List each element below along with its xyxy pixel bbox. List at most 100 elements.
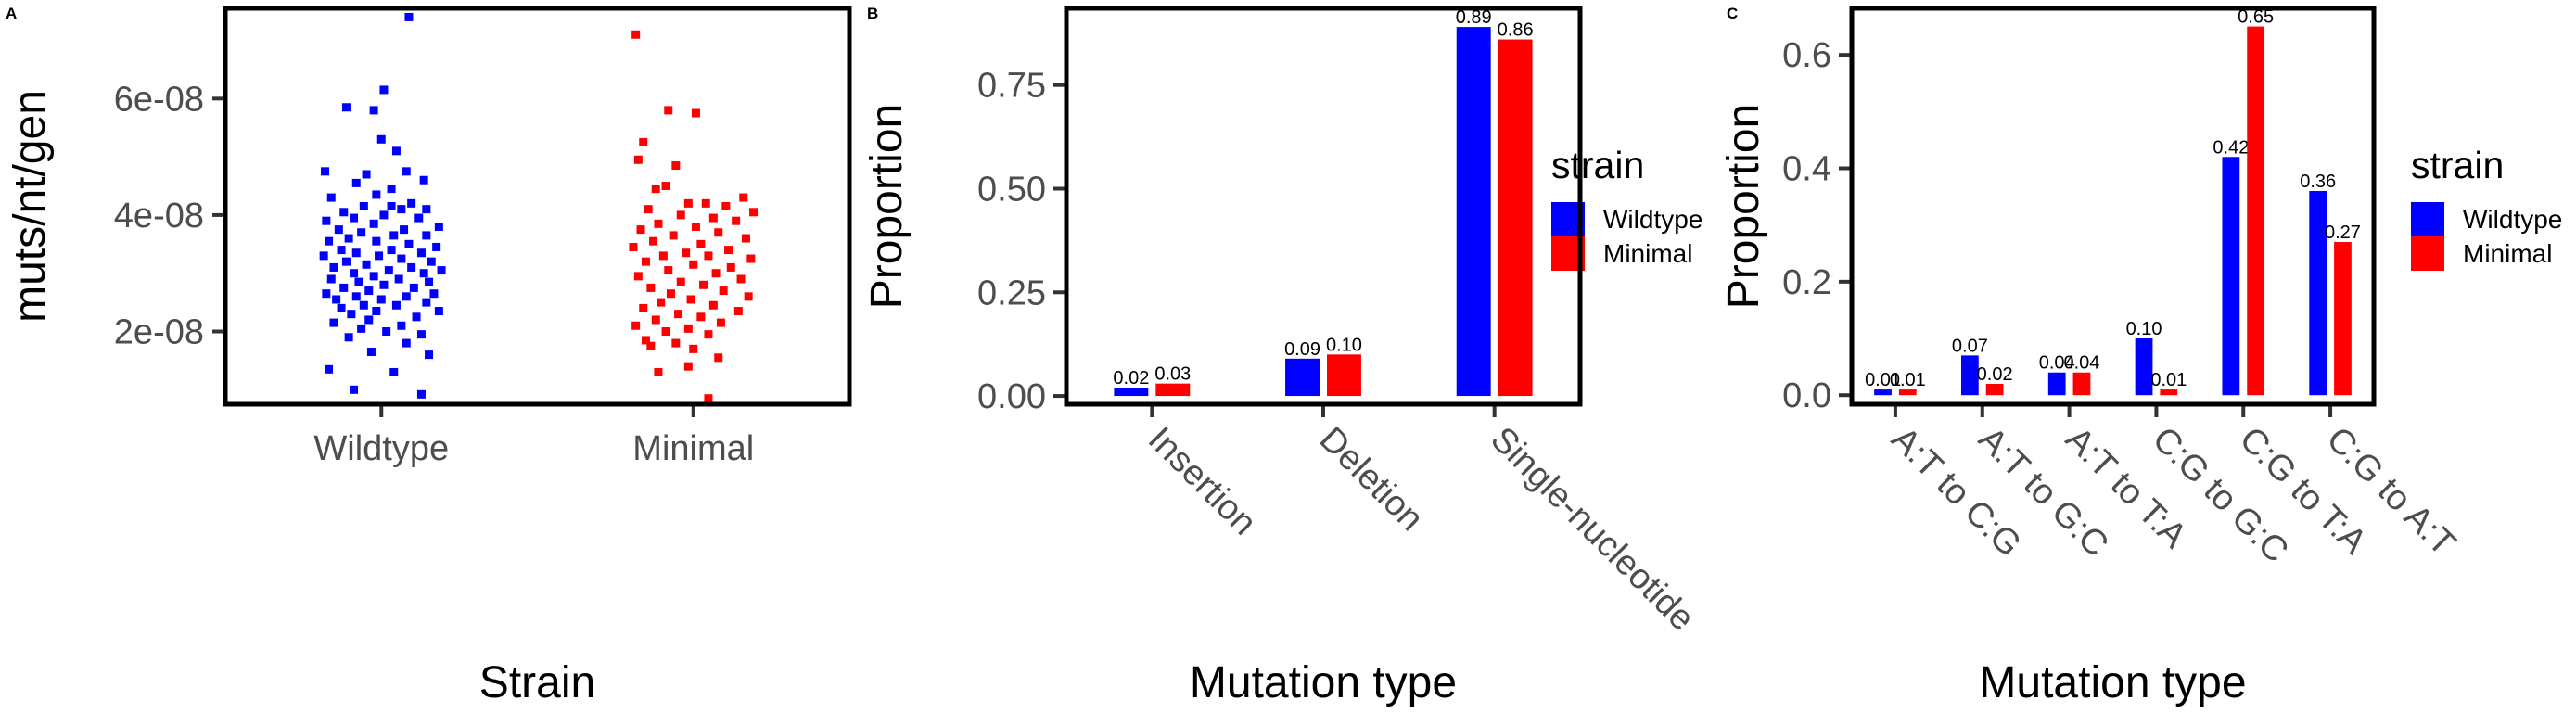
- scatter-point: [422, 231, 431, 240]
- scatter-point: [422, 298, 431, 307]
- scatter-point: [357, 228, 366, 237]
- bar: [1960, 355, 1979, 396]
- scatter-point: [664, 106, 673, 115]
- scatter-point: [437, 266, 446, 275]
- scatter-point: [674, 310, 683, 319]
- scatter-point: [321, 167, 329, 176]
- scatter-point: [325, 364, 334, 374]
- scatter-point: [354, 277, 363, 286]
- bar: [2334, 242, 2352, 396]
- scatter-point: [407, 198, 416, 208]
- bar-value-label: 0.02: [1113, 368, 1149, 388]
- y-tick-label: 0.75: [977, 67, 1046, 106]
- scatter-point: [724, 246, 733, 255]
- scatter-point: [347, 310, 356, 319]
- scatter-point: [407, 262, 416, 272]
- scatter-point: [416, 248, 426, 258]
- scatter-point: [716, 318, 725, 327]
- scatter-point: [689, 344, 698, 353]
- scatter-point: [726, 262, 735, 272]
- legend-title: strain: [1551, 144, 1644, 186]
- scatter-point: [409, 283, 418, 292]
- scatter-point: [359, 202, 368, 210]
- legend-label: Minimal: [1603, 239, 1692, 268]
- scatter-point: [646, 283, 656, 292]
- panel-frame: [1849, 6, 2377, 407]
- panel-letter: C: [1727, 5, 1738, 22]
- panel-letter: A: [6, 5, 17, 22]
- x-axis-title: Mutation type: [1190, 658, 1457, 707]
- scatter-point: [676, 277, 685, 286]
- legend-title: strain: [2411, 144, 2504, 186]
- x-tick-label: Single-nucleotide: [1483, 420, 1702, 639]
- scatter-point: [389, 231, 399, 240]
- panel-frame: [1064, 6, 1583, 407]
- scatter-point: [434, 222, 443, 231]
- scatter-point: [434, 307, 443, 316]
- scatter-point: [739, 193, 748, 202]
- scatter-point: [666, 289, 675, 299]
- scatter-point: [362, 260, 371, 269]
- scatter-point: [676, 210, 685, 220]
- scatter-point: [683, 362, 693, 371]
- scatter-point: [391, 146, 401, 156]
- scatter-point: [661, 182, 670, 191]
- bar-value-label: 0.36: [2300, 172, 2336, 192]
- scatter-point: [402, 167, 411, 176]
- scatter-point: [376, 134, 386, 144]
- scatter-point: [686, 295, 695, 304]
- x-axis-title: Strain: [479, 658, 595, 707]
- scatter-point: [704, 330, 713, 339]
- scatter-point: [325, 236, 334, 246]
- bar-value-label: 0.89: [1456, 7, 1492, 28]
- scatter-point: [671, 338, 681, 348]
- scatter-point: [369, 219, 378, 228]
- bar: [2135, 338, 2153, 396]
- scatter-point: [704, 251, 713, 261]
- scatter-point: [366, 347, 376, 356]
- bar-value-label: 0.01: [1890, 370, 1926, 390]
- scatter-point: [344, 333, 353, 342]
- scatter-point: [664, 266, 673, 275]
- scatter-point: [719, 286, 728, 296]
- scatter-point: [708, 213, 718, 223]
- scatter-point: [631, 321, 641, 330]
- scatter-point: [329, 318, 338, 327]
- legend-swatch: [2411, 202, 2444, 236]
- scatter-point: [364, 286, 374, 296]
- scatter-point: [404, 239, 414, 248]
- scatter-point: [326, 193, 336, 202]
- bar: [1874, 389, 1892, 396]
- scatter-point: [432, 242, 441, 251]
- y-tick-label: 0.2: [1782, 263, 1831, 302]
- bar: [1285, 358, 1320, 397]
- scatter-point: [419, 269, 428, 278]
- scatter-point: [419, 175, 428, 185]
- scatter-point: [391, 300, 401, 310]
- scatter-point: [646, 341, 656, 350]
- scatter-point: [397, 321, 406, 330]
- scatter-point: [704, 394, 713, 403]
- scatter-point: [741, 234, 750, 243]
- panel-b: B 0.00 0.25 0.50 0.75 Proportion Mutation type…: [862, 5, 1702, 707]
- y-tick-label: 0.4: [1782, 150, 1831, 189]
- x-tick-label: Minimal: [632, 429, 754, 468]
- legend-label: Wildtype: [2463, 205, 2562, 234]
- y-tick-label: 0.00: [977, 377, 1046, 416]
- scatter-point: [657, 298, 666, 307]
- scatter-point: [654, 367, 663, 376]
- scatter-point: [689, 260, 698, 269]
- scatter-point: [379, 280, 389, 289]
- scatter-point: [639, 303, 648, 312]
- scatter-point: [651, 185, 660, 194]
- bar: [1114, 388, 1149, 397]
- bar-value-label: 0.27: [2325, 223, 2361, 243]
- y-axis-title: Proportion: [1719, 104, 1768, 309]
- scatter-point: [639, 137, 648, 146]
- scatter-point: [332, 295, 341, 304]
- x-axis-title: Mutation type: [1979, 658, 2246, 707]
- bar: [2072, 372, 2091, 396]
- bar-value-label: 0.03: [1154, 364, 1191, 385]
- scatter-point: [350, 269, 359, 278]
